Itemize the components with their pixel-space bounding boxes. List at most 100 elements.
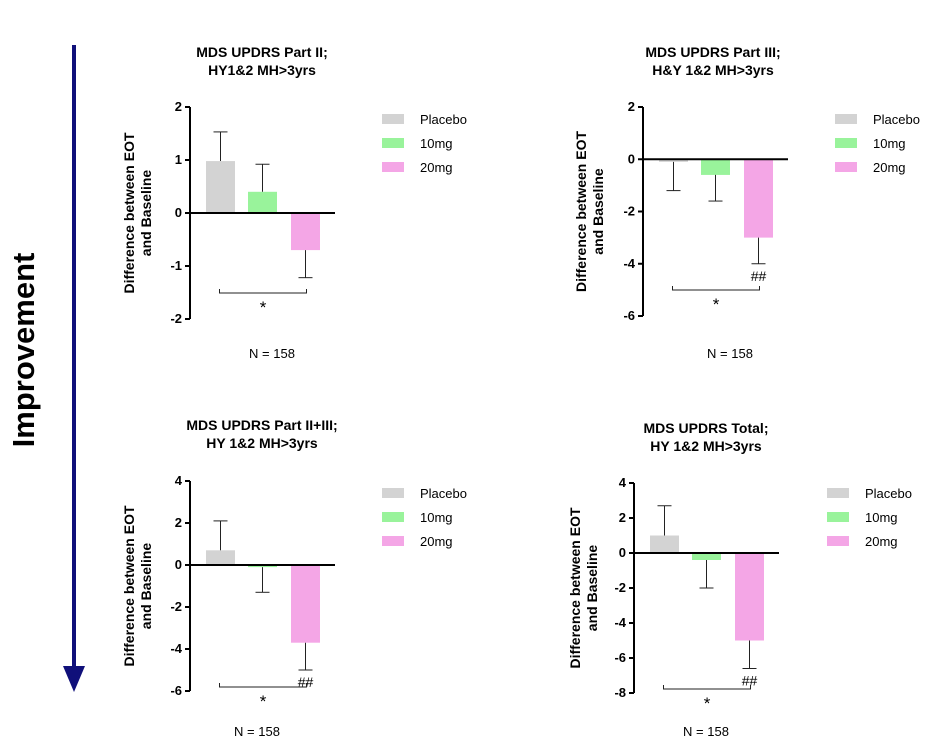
y-tick-label: 2 bbox=[628, 99, 635, 114]
legend-swatch bbox=[835, 162, 857, 172]
y-tick-label: -4 bbox=[170, 641, 182, 656]
legend-label: Placebo bbox=[420, 486, 467, 501]
y-tick-label: 0 bbox=[175, 557, 182, 572]
significance-bracket bbox=[219, 289, 307, 294]
y-tick-label: -2 bbox=[170, 311, 182, 326]
significance-bracket bbox=[663, 685, 751, 690]
chart-panel-1: MDS UPDRS Part II; HY1&2 MH>3yrs Differenc… bbox=[121, 44, 467, 361]
y-tick-label: -2 bbox=[623, 204, 635, 219]
y-axis-label-line: and Baseline bbox=[590, 168, 606, 255]
chart-title-line: HY 1&2 MH>3yrs bbox=[650, 438, 762, 454]
y-axis-label-line: and Baseline bbox=[138, 170, 154, 257]
legend-swatch bbox=[382, 114, 404, 124]
y-axis-label-line: and Baseline bbox=[138, 543, 154, 630]
y-tick-label: -6 bbox=[614, 650, 626, 665]
legend-label: 20mg bbox=[420, 534, 453, 549]
significance-hash-label: ## bbox=[742, 673, 758, 689]
chart-title-line: MDS UPDRS Part II; bbox=[196, 44, 327, 60]
legend-swatch bbox=[835, 114, 857, 124]
y-axis-label-line: Difference between EOT bbox=[121, 132, 137, 293]
y-axis-label: Difference between EOTand Baseline bbox=[121, 505, 154, 666]
significance-star: * bbox=[260, 692, 267, 711]
chart-panel-2: MDS UPDRS Part III; H&Y 1&2 MH>3yrs Differ… bbox=[573, 44, 920, 361]
y-tick-label: 4 bbox=[619, 475, 627, 490]
legend-label: Placebo bbox=[873, 112, 920, 127]
legend-label: 10mg bbox=[873, 136, 906, 151]
chart-title-line: H&Y 1&2 MH>3yrs bbox=[652, 62, 774, 78]
improvement-arrow-head bbox=[63, 666, 85, 692]
legend-label: 10mg bbox=[865, 510, 898, 525]
n-label: N = 158 bbox=[707, 346, 753, 361]
legend-swatch bbox=[827, 488, 849, 498]
significance-star: * bbox=[260, 298, 267, 317]
bar-10mg bbox=[701, 159, 730, 175]
y-tick-label: 2 bbox=[175, 99, 182, 114]
y-tick-label: -2 bbox=[614, 580, 626, 595]
bar-10mg bbox=[248, 565, 277, 568]
legend-swatch bbox=[835, 138, 857, 148]
legend-swatch bbox=[382, 138, 404, 148]
significance-bracket bbox=[219, 683, 307, 688]
legend-swatch bbox=[827, 512, 849, 522]
bar-10mg bbox=[248, 191, 277, 213]
significance-hash-label: ## bbox=[751, 268, 767, 284]
bar-20mg bbox=[291, 565, 320, 643]
chart-panel-3: MDS UPDRS Part II+III; HY 1&2 MH>3yrs Diff… bbox=[121, 417, 467, 739]
improvement-label: Improvement bbox=[6, 252, 41, 448]
legend-swatch bbox=[382, 536, 404, 546]
y-axis-label-line: Difference between EOT bbox=[121, 505, 137, 666]
legend-swatch bbox=[382, 162, 404, 172]
y-tick-label: -6 bbox=[170, 683, 182, 698]
y-tick-label: -6 bbox=[623, 308, 635, 323]
bar-placebo bbox=[206, 161, 235, 213]
legend-label: 10mg bbox=[420, 136, 453, 151]
bar-20mg bbox=[735, 553, 764, 641]
y-tick-label: 2 bbox=[175, 515, 182, 530]
y-tick-label: 1 bbox=[175, 152, 182, 167]
significance-star: * bbox=[713, 295, 720, 314]
y-axis-label-line: and Baseline bbox=[584, 545, 600, 632]
legend-label: 10mg bbox=[420, 510, 453, 525]
y-axis-label: Difference between EOTand Baseline bbox=[567, 507, 600, 668]
significance-star: * bbox=[704, 694, 711, 713]
n-label: N = 158 bbox=[234, 724, 280, 739]
y-axis-label: Difference between EOTand Baseline bbox=[121, 132, 154, 293]
y-tick-label: -2 bbox=[170, 599, 182, 614]
legend-swatch bbox=[382, 512, 404, 522]
bar-placebo bbox=[650, 535, 679, 553]
y-tick-label: 0 bbox=[619, 545, 626, 560]
chart-title-line: HY 1&2 MH>3yrs bbox=[206, 435, 318, 451]
legend-swatch bbox=[382, 488, 404, 498]
y-tick-label: 2 bbox=[619, 510, 626, 525]
y-tick-label: -8 bbox=[614, 685, 626, 700]
y-tick-label: 0 bbox=[628, 151, 635, 166]
legend-label: Placebo bbox=[420, 112, 467, 127]
chart-title-line: MDS UPDRS Part II+III; bbox=[186, 417, 337, 433]
bar-20mg bbox=[291, 213, 320, 251]
legend-label: 20mg bbox=[420, 160, 453, 175]
n-label: N = 158 bbox=[683, 724, 729, 739]
chart-panel-4: MDS UPDRS Total; HY 1&2 MH>3yrs Difference… bbox=[567, 420, 912, 739]
chart-title-line: MDS UPDRS Total; bbox=[644, 420, 769, 436]
y-axis-label-line: Difference between EOT bbox=[573, 131, 589, 292]
bar-20mg bbox=[744, 159, 773, 238]
y-tick-label: -4 bbox=[623, 256, 635, 271]
y-axis-label: Difference between EOTand Baseline bbox=[573, 131, 606, 292]
chart-title-line: MDS UPDRS Part III; bbox=[645, 44, 780, 60]
legend-label: Placebo bbox=[865, 486, 912, 501]
y-tick-label: 0 bbox=[175, 205, 182, 220]
significance-bracket bbox=[672, 286, 760, 291]
bar-10mg bbox=[692, 553, 721, 560]
y-tick-label: -1 bbox=[170, 258, 182, 273]
bar-placebo bbox=[659, 159, 688, 162]
y-axis-label-line: Difference between EOT bbox=[567, 507, 583, 668]
y-tick-label: -4 bbox=[614, 615, 626, 630]
improvement-arrow bbox=[63, 45, 85, 692]
significance-hash-label: ## bbox=[298, 674, 314, 690]
y-tick-label: 4 bbox=[175, 473, 183, 488]
legend-swatch bbox=[827, 536, 849, 546]
n-label: N = 158 bbox=[249, 346, 295, 361]
legend-label: 20mg bbox=[865, 534, 898, 549]
chart-title-line: HY1&2 MH>3yrs bbox=[208, 62, 316, 78]
